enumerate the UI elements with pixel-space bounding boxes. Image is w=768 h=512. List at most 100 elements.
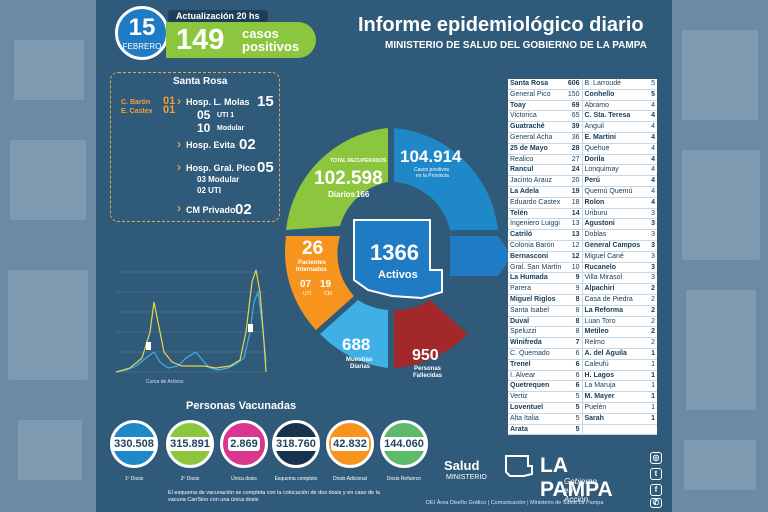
locality-value: 12 (571, 252, 580, 260)
table-row: Eduardo Castex 18 Rolon 4 (508, 197, 657, 209)
twitter-icon[interactable]: t (650, 468, 662, 480)
locality-cell: Trenel 6 (508, 359, 583, 370)
locality-cell: Doblas 3 (583, 230, 658, 240)
vaccine-count: 330.508 (112, 437, 156, 451)
locality-name: H. Lagos (584, 371, 615, 379)
pico-uti: 02 UTI (197, 186, 222, 195)
locality-cell: Ingeniero Luiggi 13 (508, 219, 583, 230)
table-row: Santa Rosa 606 B. Larroudé 5 (508, 79, 657, 90)
locality-cell: Lonquimay 4 (583, 165, 658, 175)
table-row: Parera 9 Alpachiri 2 (508, 284, 657, 295)
vaccine-label: Única dosis (231, 476, 257, 482)
locality-cell: Victorica 65 (508, 111, 583, 122)
locality-name: Villa Mirasol (584, 274, 623, 282)
deaths-value: 950 (412, 347, 439, 364)
locality-cell: A. del Águila 1 (583, 349, 658, 359)
whatsapp-icon[interactable]: ✆ (650, 498, 662, 508)
locality-value: 6 (575, 371, 580, 379)
locality-cell: Alpachiri 2 (583, 284, 658, 294)
locality-name: Lonquimay (584, 166, 619, 174)
samples-segment (320, 300, 388, 368)
locality-name: Duval (510, 317, 530, 325)
vaccine-label: 1º Dosis (124, 476, 144, 482)
locality-value: 24 (571, 166, 580, 174)
locality-value: 36 (571, 133, 580, 141)
locality-cell: Metileo 2 (583, 327, 658, 337)
locality-cell: Santa Rosa 606 (508, 79, 583, 89)
arrow-segment (450, 236, 512, 276)
locality-cell: Villa Mirasol 3 (583, 273, 658, 283)
locality-cell: La Reforma 2 (583, 306, 658, 316)
interned-cm-label: CM (324, 291, 332, 297)
locality-cell: Miguel Riglos 8 (508, 294, 583, 305)
table-row: Catriló 13 Doblas 3 (508, 230, 657, 241)
instagram-icon[interactable]: ◎ (650, 452, 662, 464)
curve-marker (248, 324, 253, 332)
locality-cell: H. Lagos 1 (583, 371, 658, 381)
table-row: General Pico 150 Conhello 5 (508, 89, 657, 101)
locality-value: 4 (651, 166, 655, 174)
blurred-right-panel (672, 0, 768, 512)
locality-value: 69 (571, 101, 580, 109)
locality-cell: Rucanelo 3 (583, 263, 658, 273)
table-row: Arata 5 (508, 424, 658, 436)
locality-name: Abramo (584, 101, 610, 109)
deaths-segment (394, 300, 468, 368)
date-day: 15 (128, 14, 156, 41)
locality-name: Santa Rosa (510, 80, 549, 87)
locality-name: Relmo (584, 339, 605, 347)
vaccinated-heading: Personas Vacunadas (186, 400, 297, 412)
locality-cell: Guatraché 39 (508, 122, 583, 132)
table-row: Trenel 6 Caleufú 1 (508, 359, 657, 371)
table-row: Duval 8 Luan Toro 2 (508, 316, 658, 328)
molas-uti-label: UTI 1 (217, 112, 235, 119)
locality-value: 5 (575, 403, 580, 411)
table-row: Toay 69 Abramo 4 (508, 100, 658, 112)
locality-value: 28 (571, 144, 580, 152)
table-row: Rancul 24 Lonquimay 4 (508, 165, 658, 177)
arrow-icon: › (177, 137, 181, 151)
locality-value: 4 (651, 144, 655, 152)
interned-uti-value: 07 (300, 279, 312, 290)
positives-value: 104.914 (400, 147, 462, 166)
interned-label-2: Internados (296, 267, 327, 273)
vaccine-badge: 42.832 (326, 420, 374, 468)
locality-value: 3 (651, 252, 655, 260)
locality-name: Bernasconi (510, 252, 549, 260)
locality-value: 13 (571, 220, 580, 228)
locality-value: 8 (575, 306, 580, 314)
locality-cell: Abramo 4 (583, 101, 658, 111)
locality-cell: Parera 9 (508, 284, 583, 294)
arrow-icon: › (177, 94, 181, 108)
locality-cell: E. Martini 4 (583, 133, 658, 143)
table-row: Speluzzi 8 Metileo 2 (508, 327, 658, 339)
locality-cell: C. Sta. Teresa 4 (583, 111, 658, 121)
locality-cell: Catriló 13 (508, 230, 583, 240)
locality-cell: Luan Toro 2 (583, 317, 658, 327)
hospital-breakdown-box: Santa Rosa C. Barón 01 E. Castex 01 › Ho… (110, 72, 280, 222)
locality-cell: C. Quemado 6 (508, 348, 583, 359)
vaccine-badge: 144.060 (380, 420, 428, 468)
locality-value: 8 (575, 295, 580, 303)
vaccine-badge: 315.891 (166, 420, 214, 468)
facebook-icon[interactable]: f (650, 484, 662, 496)
vaccine-label: Dosis Adicional (333, 476, 367, 482)
e-castex-value: 01 (163, 104, 176, 116)
locality-cell: Sarah 1 (583, 414, 658, 424)
locality-name: Rolon (584, 198, 605, 206)
locality-value: 2 (651, 295, 655, 303)
locality-value: 8 (575, 328, 580, 336)
locality-value: 2 (651, 317, 655, 325)
vaccine-count: 318.760 (274, 437, 318, 451)
locality-value: 2 (651, 328, 655, 336)
locality-cell: Bernasconi 12 (508, 251, 583, 262)
locality-value: 20 (571, 177, 580, 185)
locality-cell (583, 425, 658, 435)
table-row: Ingeniero Luiggi 13 Agustoni 3 (508, 219, 657, 231)
locality-value: 606 (567, 80, 580, 87)
locality-name: C. Sta. Teresa (584, 112, 631, 120)
locality-name: General Acha (510, 133, 553, 141)
locality-name: Luan Toro (584, 317, 616, 325)
update-label: Actualización 20 hs (168, 10, 268, 22)
locality-cell: Puelén 1 (583, 403, 658, 413)
